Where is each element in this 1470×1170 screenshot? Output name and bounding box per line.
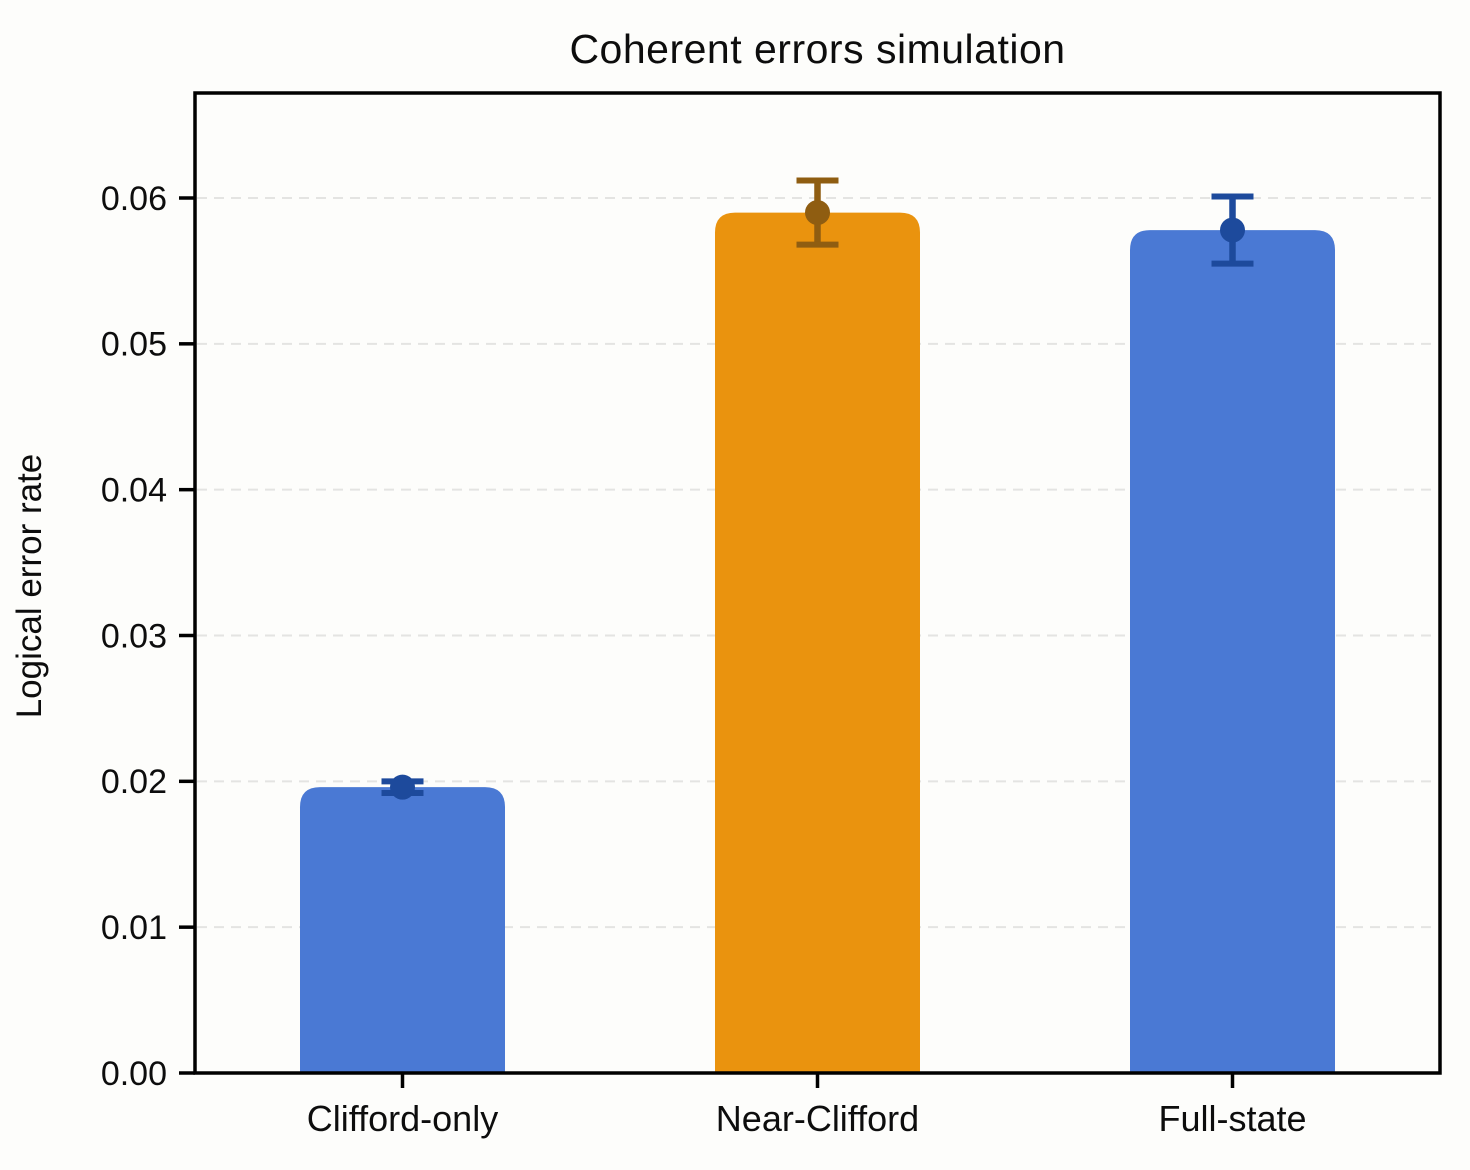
y-tick-label: 0.04 [101, 472, 167, 510]
y-tick-label: 0.02 [101, 763, 167, 801]
y-tick-label: 0.00 [101, 1055, 167, 1093]
bar-Near-Clifford [715, 212, 920, 1074]
x-tick-label: Near-Clifford [716, 1098, 919, 1139]
data-point-marker [805, 200, 830, 226]
bar-Full-state [1130, 230, 1335, 1074]
y-tick-label: 0.03 [101, 617, 167, 655]
x-tick-label: Clifford-only [307, 1098, 498, 1139]
y-tick-label: 0.06 [101, 180, 167, 218]
x-tick-label: Full-state [1158, 1098, 1306, 1139]
data-point-marker [1220, 217, 1245, 243]
chart-title: Coherent errors simulation [569, 26, 1066, 72]
data-point-marker [390, 774, 415, 800]
bar-Clifford-only [300, 787, 505, 1073]
y-tick-label: 0.01 [101, 909, 167, 947]
y-tick-label: 0.05 [101, 326, 167, 364]
